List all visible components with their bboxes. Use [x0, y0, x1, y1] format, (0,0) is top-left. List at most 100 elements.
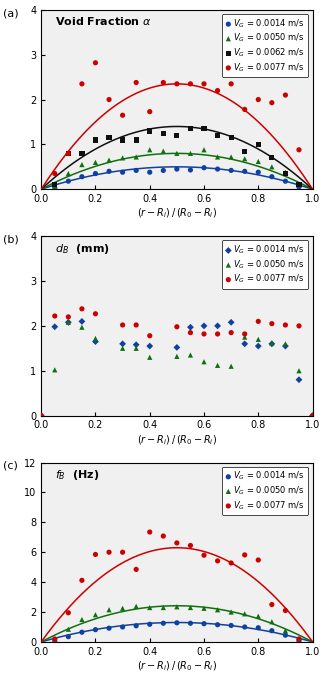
Point	[215, 320, 220, 331]
Point	[134, 151, 139, 162]
Point	[229, 132, 234, 143]
Point	[161, 128, 166, 139]
Point	[242, 166, 247, 177]
Text: $d_B$  (mm): $d_B$ (mm)	[55, 242, 110, 255]
Point	[134, 601, 139, 612]
Point	[310, 410, 315, 421]
Point	[296, 179, 302, 190]
Point	[79, 575, 84, 586]
Point	[188, 164, 193, 175]
Point	[161, 602, 166, 613]
Point	[120, 547, 125, 557]
Point	[215, 360, 220, 371]
Point	[161, 165, 166, 176]
Point	[188, 78, 193, 89]
Point	[283, 320, 288, 331]
Point	[174, 351, 180, 362]
Point	[256, 94, 261, 105]
Point	[93, 168, 98, 179]
Point	[174, 78, 180, 89]
Point	[201, 162, 207, 173]
Text: (b): (b)	[3, 234, 19, 244]
Point	[66, 168, 71, 179]
Point	[147, 145, 152, 155]
Point	[120, 152, 125, 163]
Point	[229, 165, 234, 176]
Point	[215, 619, 220, 630]
Point	[174, 617, 180, 628]
Point	[242, 104, 247, 115]
Point	[283, 338, 288, 349]
Point	[120, 343, 125, 354]
Point	[269, 152, 274, 163]
Point	[52, 321, 57, 332]
Point	[188, 540, 193, 551]
Point	[310, 410, 315, 421]
Point	[134, 77, 139, 88]
Point	[120, 621, 125, 632]
Point	[106, 94, 111, 105]
Point	[147, 619, 152, 629]
X-axis label: $( r - R_i ) \, / \, ( R_0 - R_i )$: $( r - R_i ) \, / \, ( R_0 - R_i )$	[137, 659, 217, 673]
Point	[106, 132, 111, 143]
Point	[242, 549, 247, 560]
Text: $f_B$  (Hz): $f_B$ (Hz)	[55, 468, 99, 482]
Point	[215, 555, 220, 566]
Point	[188, 350, 193, 361]
Point	[79, 316, 84, 327]
Point	[52, 179, 57, 190]
Point	[38, 410, 44, 421]
Point	[283, 90, 288, 100]
Point	[269, 171, 274, 182]
Point	[52, 365, 57, 375]
Point	[52, 310, 57, 321]
Point	[296, 145, 302, 155]
Point	[201, 145, 207, 155]
Point	[256, 622, 261, 633]
Point	[147, 106, 152, 117]
Point	[106, 155, 111, 166]
Point	[147, 527, 152, 538]
Point	[174, 164, 180, 175]
Point	[229, 620, 234, 631]
Point	[215, 164, 220, 175]
Point	[256, 555, 261, 566]
Point	[283, 168, 288, 179]
Point	[188, 327, 193, 338]
Point	[120, 338, 125, 349]
Point	[147, 602, 152, 613]
Point	[201, 78, 207, 89]
Point	[93, 609, 98, 620]
Point	[120, 603, 125, 614]
Point	[79, 614, 84, 625]
Point	[283, 629, 288, 640]
Point	[134, 165, 139, 176]
Point	[174, 321, 180, 332]
Point	[161, 77, 166, 88]
Point	[242, 329, 247, 340]
Point	[174, 148, 180, 159]
Point	[93, 336, 98, 347]
Point	[296, 635, 302, 646]
Point	[283, 625, 288, 636]
Point	[134, 320, 139, 331]
Point	[215, 604, 220, 615]
Point	[269, 625, 274, 636]
Point	[215, 130, 220, 141]
Point	[229, 78, 234, 89]
Point	[229, 361, 234, 371]
Text: (a): (a)	[3, 8, 19, 18]
Point	[52, 182, 57, 193]
Point	[134, 340, 139, 350]
Point	[201, 356, 207, 367]
Point	[269, 162, 274, 172]
Point	[161, 146, 166, 157]
Point	[188, 148, 193, 159]
Legend: $V_G$ = 0.0014 m/s, $V_G$ = 0.0050 m/s, $V_G$ = 0.0077 m/s: $V_G$ = 0.0014 m/s, $V_G$ = 0.0050 m/s, …	[222, 240, 308, 289]
Point	[174, 342, 180, 353]
Point	[66, 607, 71, 618]
Point	[174, 130, 180, 141]
Point	[52, 183, 57, 194]
Point	[79, 627, 84, 638]
Point	[106, 604, 111, 615]
